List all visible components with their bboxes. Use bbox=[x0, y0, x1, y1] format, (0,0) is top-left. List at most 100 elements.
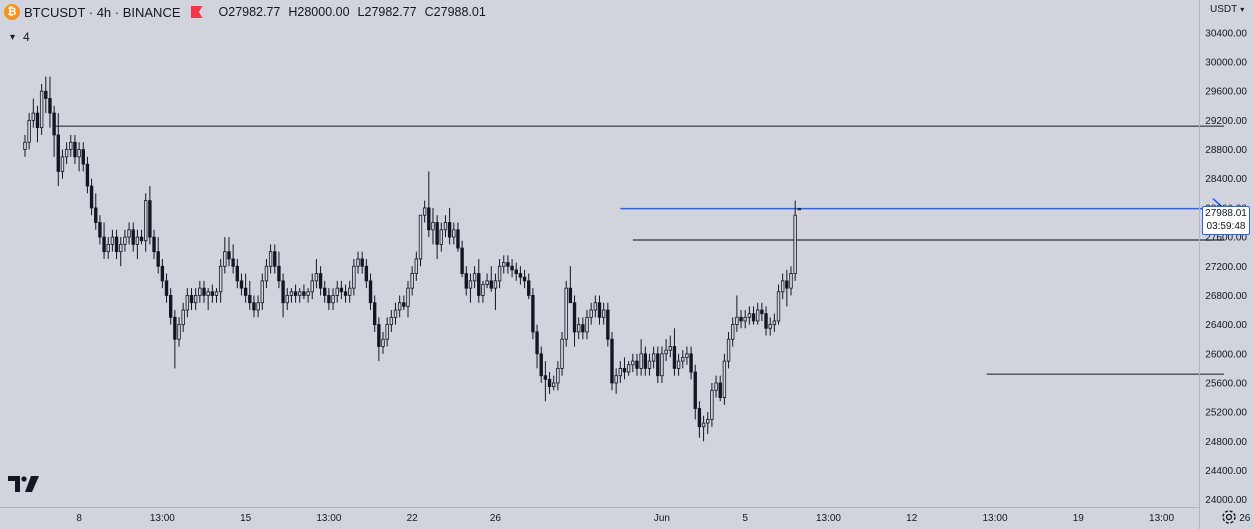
candle[interactable] bbox=[260, 273, 264, 311]
candle[interactable] bbox=[731, 317, 735, 347]
candle[interactable] bbox=[710, 382, 714, 427]
candle[interactable] bbox=[127, 222, 131, 245]
candle[interactable] bbox=[281, 273, 285, 318]
tradingview-logo-icon[interactable] bbox=[8, 474, 40, 494]
candle[interactable] bbox=[94, 193, 98, 230]
candle[interactable] bbox=[456, 222, 460, 252]
candle[interactable] bbox=[243, 273, 248, 303]
candle[interactable] bbox=[797, 207, 802, 211]
candle[interactable] bbox=[56, 113, 60, 187]
candle[interactable] bbox=[460, 240, 464, 278]
candle[interactable] bbox=[356, 251, 360, 274]
candle[interactable] bbox=[431, 207, 435, 245]
flag-icon[interactable] bbox=[190, 6, 203, 18]
candle[interactable] bbox=[693, 364, 697, 420]
candle[interactable] bbox=[248, 280, 252, 311]
candle[interactable] bbox=[477, 258, 481, 303]
candle[interactable] bbox=[131, 222, 135, 252]
candle[interactable] bbox=[181, 302, 185, 332]
candle[interactable] bbox=[506, 255, 510, 274]
candle[interactable] bbox=[323, 280, 327, 303]
candle[interactable] bbox=[443, 215, 448, 238]
candle[interactable] bbox=[493, 273, 498, 311]
candle[interactable] bbox=[606, 302, 610, 347]
candle[interactable] bbox=[152, 229, 156, 259]
candle[interactable] bbox=[514, 262, 518, 281]
candle[interactable] bbox=[69, 134, 73, 157]
candle[interactable] bbox=[352, 258, 356, 296]
candle[interactable] bbox=[293, 284, 298, 303]
candle[interactable] bbox=[435, 215, 439, 259]
candle[interactable] bbox=[397, 295, 402, 318]
candle[interactable] bbox=[164, 273, 169, 303]
candle[interactable] bbox=[664, 339, 668, 362]
candle[interactable] bbox=[622, 357, 627, 380]
candle[interactable] bbox=[772, 313, 777, 332]
candle[interactable] bbox=[27, 113, 31, 150]
candle[interactable] bbox=[202, 280, 206, 303]
candle[interactable] bbox=[52, 105, 56, 157]
candle[interactable] bbox=[585, 310, 589, 340]
candle[interactable] bbox=[273, 244, 277, 274]
candle[interactable] bbox=[789, 266, 793, 296]
candle[interactable] bbox=[185, 288, 190, 318]
candle[interactable] bbox=[418, 214, 423, 267]
candle[interactable] bbox=[522, 269, 527, 289]
candle[interactable] bbox=[223, 237, 227, 274]
candle[interactable] bbox=[214, 288, 219, 303]
candle[interactable] bbox=[377, 317, 381, 362]
candle[interactable] bbox=[539, 346, 543, 383]
candle[interactable] bbox=[618, 361, 623, 383]
candle[interactable] bbox=[610, 331, 614, 391]
candle[interactable] bbox=[726, 331, 731, 369]
candle[interactable] bbox=[681, 350, 685, 369]
candle[interactable] bbox=[768, 317, 772, 336]
candle[interactable] bbox=[23, 134, 27, 157]
candle[interactable] bbox=[689, 346, 693, 380]
candle[interactable] bbox=[231, 244, 235, 274]
candle[interactable] bbox=[360, 251, 364, 274]
candle[interactable] bbox=[631, 353, 635, 373]
candle[interactable] bbox=[643, 346, 647, 376]
candle[interactable] bbox=[668, 335, 672, 358]
candle[interactable] bbox=[31, 98, 35, 128]
candle[interactable] bbox=[735, 295, 739, 332]
candle[interactable] bbox=[114, 229, 119, 259]
candle[interactable] bbox=[543, 361, 548, 402]
candle[interactable] bbox=[169, 288, 173, 325]
candle[interactable] bbox=[119, 237, 123, 267]
candle[interactable] bbox=[531, 288, 535, 340]
indicators-toggle[interactable]: ▾ 4 bbox=[10, 30, 30, 44]
candle[interactable] bbox=[268, 244, 273, 274]
candle[interactable] bbox=[85, 156, 90, 194]
candle[interactable] bbox=[177, 317, 181, 347]
candle[interactable] bbox=[793, 200, 797, 281]
candle[interactable] bbox=[764, 306, 768, 336]
candle[interactable] bbox=[576, 317, 581, 340]
candle[interactable] bbox=[414, 251, 419, 281]
candle[interactable] bbox=[497, 258, 502, 289]
candle[interactable] bbox=[156, 237, 160, 274]
candle[interactable] bbox=[148, 186, 152, 245]
candle[interactable] bbox=[256, 295, 260, 318]
candle[interactable] bbox=[518, 266, 523, 285]
candle[interactable] bbox=[552, 375, 556, 391]
candle[interactable] bbox=[302, 284, 306, 300]
candle[interactable] bbox=[626, 361, 631, 376]
candle[interactable] bbox=[556, 361, 560, 391]
currency-selector[interactable]: USDT ▾ bbox=[1210, 4, 1244, 15]
candle[interactable] bbox=[656, 346, 660, 383]
candle[interactable] bbox=[468, 273, 473, 303]
candle[interactable] bbox=[464, 266, 468, 296]
candle[interactable] bbox=[139, 229, 144, 245]
candle[interactable] bbox=[264, 258, 269, 289]
candle[interactable] bbox=[318, 266, 323, 296]
candle[interactable] bbox=[339, 280, 344, 300]
candle[interactable] bbox=[206, 288, 210, 311]
candle[interactable] bbox=[410, 266, 414, 296]
candle[interactable] bbox=[285, 288, 289, 311]
candle[interactable] bbox=[572, 295, 577, 347]
candle[interactable] bbox=[48, 76, 52, 128]
candle[interactable] bbox=[218, 258, 223, 303]
candle[interactable] bbox=[660, 346, 664, 383]
